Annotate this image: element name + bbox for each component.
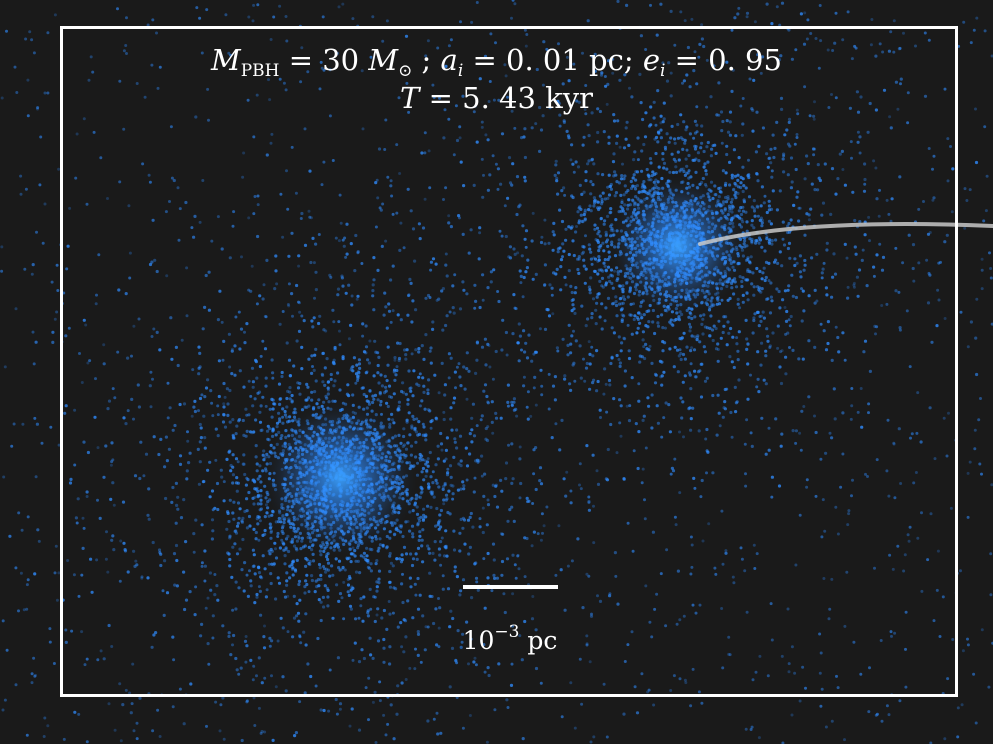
scale-exponent: −3 — [494, 622, 520, 642]
scale-unit: pc — [519, 626, 558, 655]
time-value: = 5. 43 kyr — [419, 81, 593, 115]
orbit-trail — [698, 222, 993, 246]
semi-major-axis-symbol: a — [440, 43, 458, 77]
time-caption: T = 5. 43 kyr — [0, 82, 993, 114]
eccentricity-value: = 0. 95 — [665, 43, 782, 77]
scale-bar-label: 10−3 pc — [410, 617, 610, 656]
time-symbol: T — [400, 81, 420, 115]
scale-bar — [463, 585, 558, 589]
semi-major-axis-value: = 0. 01 pc; — [463, 43, 643, 77]
halo-core-lower-left — [260, 398, 420, 558]
eccentricity-subscript: i — [659, 61, 666, 81]
parameters-caption: MPBH = 30 M⊙ ; ai = 0. 01 pc; ei = 0. 95 — [0, 44, 993, 87]
separator: ; — [412, 43, 441, 77]
eccentricity-symbol: e — [642, 43, 660, 77]
scale-base: 10 — [462, 626, 495, 655]
halo-core-upper-right — [606, 174, 750, 318]
mass-value: = 30 — [279, 43, 369, 77]
semi-major-axis-subscript: i — [457, 61, 464, 81]
mass-subscript: PBH — [240, 61, 280, 81]
solar-mass-subscript: ⊙ — [398, 61, 413, 81]
solar-mass-symbol: M — [368, 43, 399, 77]
mass-symbol: M — [211, 43, 241, 77]
